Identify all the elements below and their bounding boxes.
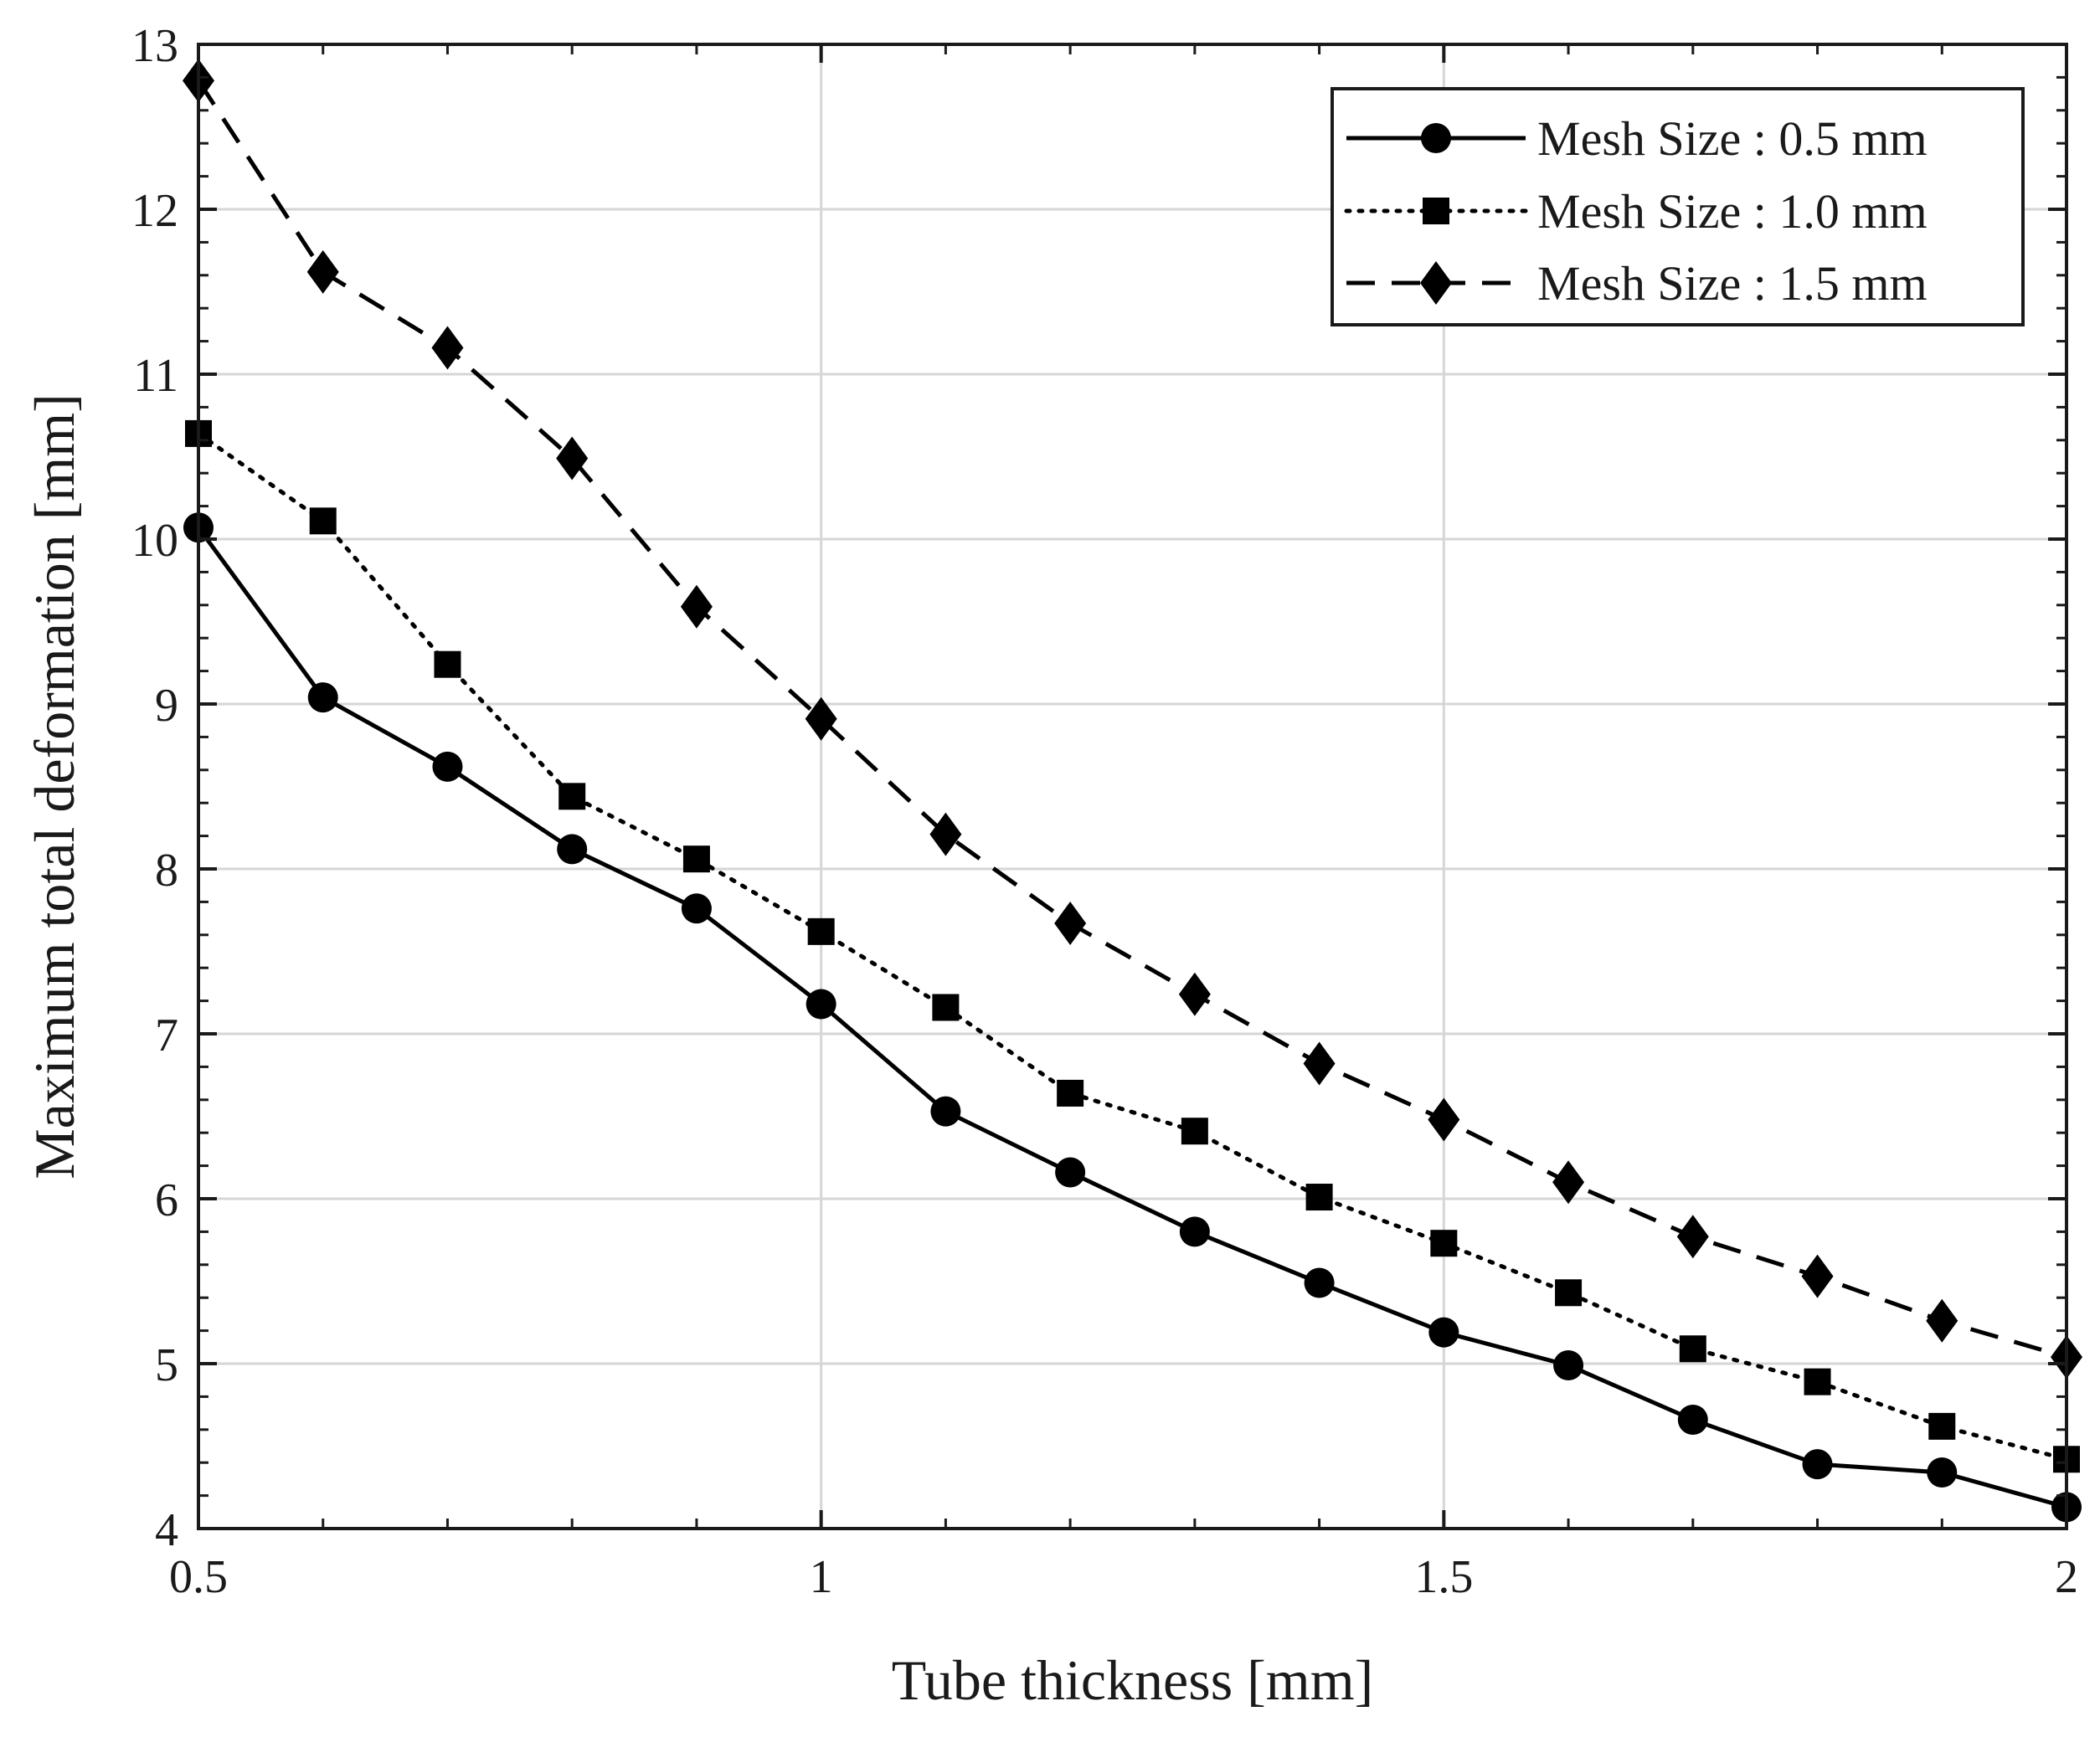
data-point-series-2: [306, 249, 339, 294]
y-tick-label: 12: [131, 185, 178, 237]
data-point-series-0: [307, 682, 338, 713]
legend-marker-0: [1421, 123, 1451, 153]
data-point-series-1: [1679, 1335, 1706, 1363]
data-point-series-2: [1801, 1254, 1834, 1298]
data-point-series-0: [557, 834, 588, 865]
data-point-series-2: [1054, 902, 1087, 946]
data-point-series-0: [432, 751, 463, 782]
data-point-series-0: [1055, 1157, 1086, 1188]
data-point-series-2: [431, 326, 464, 370]
data-point-series-0: [806, 989, 836, 1020]
legend-label-1: Mesh Size : 1.0 mm: [1537, 184, 1928, 239]
legend-label-2: Mesh Size : 1.5 mm: [1537, 256, 1928, 311]
data-point-series-2: [1428, 1097, 1460, 1142]
series-line-1: [196, 431, 2069, 1462]
legend-items: Mesh Size : 0.5 mm Mesh Size : 1.0 mm Mesh…: [1344, 111, 1928, 311]
legend-marker-1: [1423, 198, 1449, 224]
y-tick-label: 13: [131, 20, 178, 72]
data-point-series-0: [1553, 1349, 1584, 1380]
data-point-series-1: [1057, 1079, 1084, 1107]
data-point-series-1: [1430, 1230, 1458, 1257]
data-point-series-0: [681, 893, 712, 924]
series-markers: [183, 59, 2082, 1523]
data-point-series-2: [929, 812, 962, 856]
data-point-series-0: [930, 1096, 961, 1127]
data-point-series-1: [1804, 1368, 1831, 1395]
y-tick-label: 5: [155, 1339, 178, 1391]
data-point-series-2: [680, 584, 713, 629]
data-point-series-1: [932, 994, 960, 1021]
x-tick-labels: 0.5 1 1.5 2: [169, 1551, 2078, 1603]
data-point-series-0: [1304, 1267, 1335, 1298]
x-tick-label: 2: [2055, 1551, 2078, 1603]
data-point-series-1: [1928, 1412, 1956, 1440]
y-axis-title: Maximum total deformation [mm]: [23, 393, 86, 1179]
data-point-series-2: [556, 436, 589, 481]
data-point-series-2: [805, 696, 837, 741]
legend-label-0: Mesh Size : 0.5 mm: [1537, 111, 1928, 166]
series-lines: [196, 79, 2069, 1509]
data-point-series-0: [1802, 1449, 1833, 1480]
y-tick-label: 4: [155, 1504, 178, 1556]
x-axis-title: Tube thickness [mm]: [892, 1648, 1373, 1712]
data-point-series-1: [434, 650, 461, 678]
y-tick-label: 9: [155, 680, 178, 732]
data-point-series-0: [1927, 1457, 1958, 1488]
data-point-series-1: [1305, 1184, 1333, 1211]
x-tick-label: 1.5: [1414, 1551, 1473, 1603]
y-tick-label: 10: [131, 515, 178, 567]
y-tick-label: 8: [155, 845, 178, 897]
data-point-series-1: [309, 507, 337, 535]
data-point-series-1: [682, 845, 710, 873]
y-tick-labels: 4 5 6 7 8 9 10 11 12 13: [131, 20, 178, 1556]
plot-frame: [197, 43, 2068, 1530]
data-point-series-2: [1178, 972, 1211, 1016]
data-point-series-0: [1179, 1216, 1210, 1247]
data-point-series-2: [1552, 1160, 1585, 1205]
y-tick-label: 6: [155, 1174, 178, 1226]
data-point-series-1: [807, 917, 835, 945]
series-line-0: [196, 526, 2067, 1509]
series-line-2: [196, 79, 2067, 1359]
y-tick-label: 11: [133, 350, 178, 402]
axis-ticks: [197, 43, 2068, 1530]
legend-marker-2: [1420, 261, 1452, 305]
data-point-series-1: [1181, 1118, 1208, 1145]
data-point-series-1: [558, 783, 586, 810]
data-point-series-2: [1926, 1298, 1958, 1343]
data-point-series-0: [1428, 1317, 1459, 1348]
legend: Mesh Size : 0.5 mm Mesh Size : 1.0 mm Mesh…: [1331, 87, 2025, 326]
x-tick-label: 0.5: [169, 1551, 228, 1603]
data-point-series-0: [1677, 1404, 1708, 1435]
data-point-series-1: [1555, 1279, 1583, 1307]
x-tick-label: 1: [810, 1551, 833, 1603]
data-point-series-2: [1303, 1041, 1336, 1086]
y-tick-label: 7: [155, 1010, 178, 1061]
data-point-series-2: [1676, 1215, 1709, 1259]
